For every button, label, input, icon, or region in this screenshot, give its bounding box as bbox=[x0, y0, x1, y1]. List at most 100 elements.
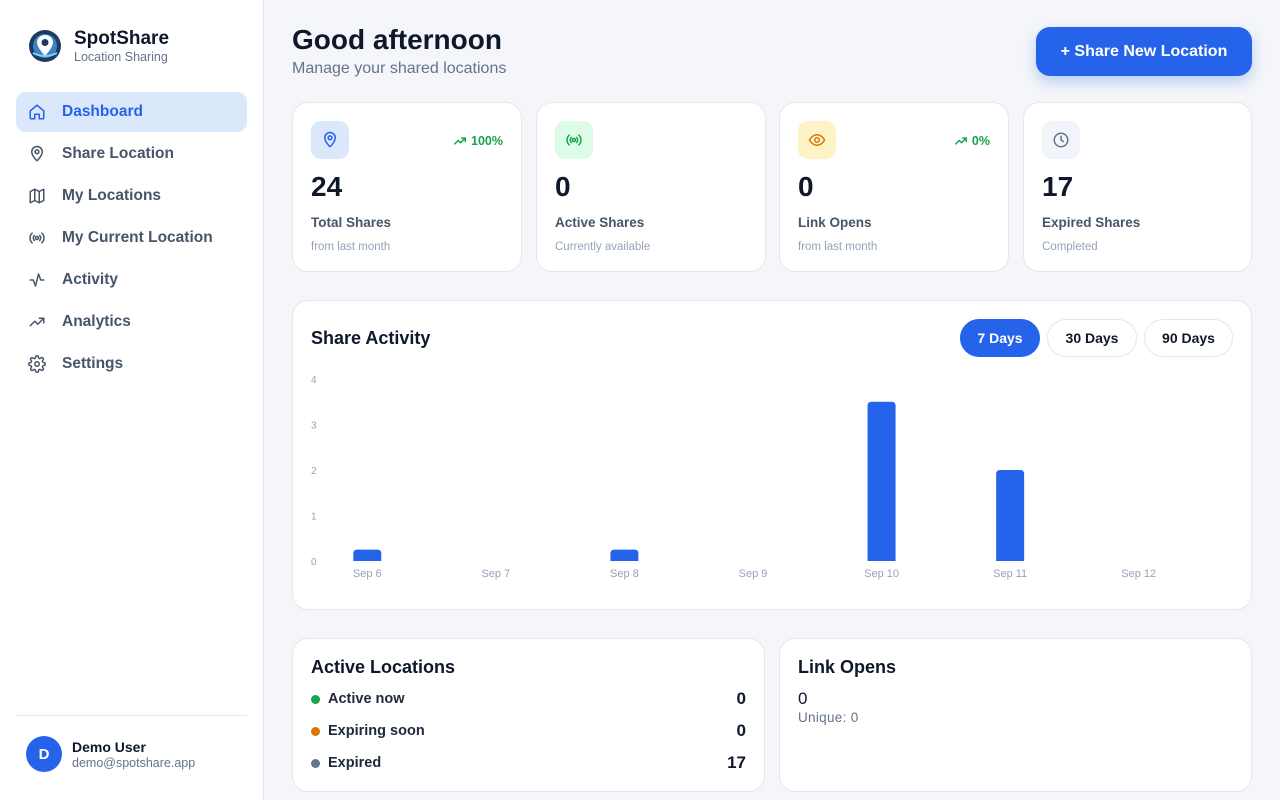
sidebar-divider bbox=[16, 715, 247, 716]
stat-card-total-shares: 100% 24 Total Shares from last month bbox=[292, 102, 522, 272]
sidebar-item-label: Share Location bbox=[62, 145, 174, 162]
clock-icon bbox=[1042, 121, 1080, 159]
stat-subtext: Completed bbox=[1042, 241, 1098, 253]
unique-label: Unique: bbox=[798, 710, 847, 725]
sidebar-nav: Dashboard Share Location My Locations My… bbox=[16, 92, 247, 386]
user-name: Demo User bbox=[72, 738, 146, 755]
broadcast-icon bbox=[28, 229, 46, 247]
x-tick-label: Sep 7 bbox=[481, 568, 510, 580]
y-tick-label: 3 bbox=[311, 421, 317, 432]
sidebar-item-dashboard[interactable]: Dashboard bbox=[16, 92, 247, 132]
stat-card-link-opens: 0% 0 Link Opens from last month bbox=[779, 102, 1009, 272]
trend-value: 100% bbox=[471, 134, 503, 148]
status-dot bbox=[311, 726, 320, 736]
unique-opens: Unique: 0 bbox=[798, 710, 859, 725]
list-item-active-now: Active now 0 bbox=[311, 689, 746, 709]
stat-label: Active Shares bbox=[555, 215, 645, 230]
share-activity-chart: 0 1 2 3 4 Sep 6 Sep 7 Sep 8 Sep 9 Sep 10 Sep 11 Sep… bbox=[311, 375, 1156, 580]
list-item-expiring-soon: Expiring soon 0 bbox=[311, 721, 746, 741]
status-dot bbox=[311, 694, 320, 704]
map-pin-icon bbox=[311, 121, 349, 159]
stat-value: 0 bbox=[555, 171, 571, 202]
chart-bar[interactable] bbox=[996, 470, 1025, 561]
link-opens-card: Link Opens 0 Unique: 0 bbox=[779, 638, 1252, 792]
chart-bar[interactable] bbox=[610, 549, 639, 561]
map-pin-icon bbox=[28, 145, 46, 163]
chart-bar[interactable] bbox=[867, 401, 896, 561]
list-item-count: 0 bbox=[736, 721, 746, 740]
sidebar-item-my-locations[interactable]: My Locations bbox=[16, 176, 247, 216]
list-item-count: 17 bbox=[727, 753, 746, 772]
chart-bar[interactable] bbox=[353, 549, 382, 561]
x-tick-label: Sep 10 bbox=[864, 568, 899, 580]
sidebar-item-label: My Current Location bbox=[62, 229, 213, 246]
page-title: Good afternoon bbox=[292, 24, 502, 55]
broadcast-icon bbox=[555, 121, 593, 159]
link-opens-value: 0 bbox=[798, 689, 808, 708]
stat-value: 0 bbox=[798, 171, 814, 202]
stat-value: 24 bbox=[311, 171, 343, 202]
range-7-days-button[interactable]: 7 Days bbox=[960, 319, 1040, 357]
x-tick-label: Sep 12 bbox=[1121, 568, 1156, 580]
sidebar-item-share-location[interactable]: Share Location bbox=[16, 134, 247, 174]
stat-label: Expired Shares bbox=[1042, 215, 1141, 230]
x-tick-label: Sep 6 bbox=[353, 568, 382, 580]
x-tick-label: Sep 8 bbox=[610, 568, 639, 580]
app-tagline: Location Sharing bbox=[74, 50, 168, 64]
status-dot bbox=[311, 758, 320, 768]
share-activity-card: Share Activity 7 Days 30 Days 90 Days 0 1… bbox=[292, 300, 1252, 610]
page-subtitle: Manage your shared locations bbox=[292, 60, 507, 77]
x-tick-label: Sep 11 bbox=[993, 568, 1027, 580]
list-item-label: Expiring soon bbox=[328, 723, 425, 739]
app-name: SpotShare bbox=[74, 28, 170, 49]
trending-up-icon bbox=[454, 137, 466, 145]
map-icon bbox=[28, 187, 46, 205]
panel-title: Link Opens bbox=[798, 657, 897, 677]
y-tick-label: 4 bbox=[311, 375, 317, 386]
gear-icon bbox=[28, 355, 46, 373]
stat-label: Total Shares bbox=[311, 215, 392, 230]
sidebar-item-my-current-location[interactable]: My Current Location bbox=[16, 218, 247, 258]
avatar: D bbox=[26, 736, 62, 772]
y-tick-label: 1 bbox=[311, 512, 317, 523]
stat-value: 17 bbox=[1042, 171, 1074, 202]
list-item-label: Active now bbox=[328, 691, 405, 707]
list-item-expired: Expired 17 bbox=[311, 753, 746, 773]
stat-card-expired-shares: 17 Expired Shares Completed bbox=[1023, 102, 1252, 272]
stat-label: Link Opens bbox=[798, 215, 872, 230]
stat-subtext: Currently available bbox=[555, 241, 651, 253]
sidebar-item-label: Analytics bbox=[62, 313, 131, 330]
stat-subtext: from last month bbox=[798, 241, 878, 253]
list-item-count: 0 bbox=[736, 689, 746, 708]
activity-icon bbox=[28, 271, 46, 289]
user-profile[interactable]: D Demo User demo@spotshare.app bbox=[26, 736, 195, 772]
sidebar-item-label: Activity bbox=[62, 271, 118, 288]
y-tick-label: 2 bbox=[311, 466, 317, 477]
eye-icon bbox=[798, 121, 836, 159]
stat-card-active-shares: 0 Active Shares Currently available bbox=[536, 102, 766, 272]
unique-value: 0 bbox=[850, 710, 859, 725]
trend-badge: 0% bbox=[954, 134, 990, 148]
stat-subtext: from last month bbox=[311, 241, 391, 253]
share-new-location-button[interactable]: + Share New Location bbox=[1036, 27, 1252, 76]
brand[interactable]: SpotShare Location Sharing bbox=[28, 28, 169, 64]
user-email: demo@spotshare.app bbox=[72, 755, 196, 770]
panel-title: Active Locations bbox=[311, 657, 456, 677]
range-90-days-button[interactable]: 90 Days bbox=[1144, 319, 1233, 357]
chart-title: Share Activity bbox=[311, 328, 431, 348]
spotshare-logo-icon bbox=[29, 30, 61, 62]
sidebar-item-analytics[interactable]: Analytics bbox=[16, 302, 247, 342]
sidebar-item-label: Dashboard bbox=[62, 103, 143, 120]
active-locations-card: Active Locations Active now 0 Expiring s… bbox=[292, 638, 765, 792]
y-tick-label: 0 bbox=[311, 557, 317, 568]
list-item-label: Expired bbox=[328, 755, 382, 771]
home-icon bbox=[28, 103, 46, 121]
sidebar-item-settings[interactable]: Settings bbox=[16, 344, 247, 384]
trending-up-icon bbox=[954, 137, 967, 145]
sidebar-item-label: My Locations bbox=[62, 187, 162, 204]
sidebar-item-activity[interactable]: Activity bbox=[16, 260, 247, 300]
range-30-days-button[interactable]: 30 Days bbox=[1047, 319, 1137, 357]
x-tick-label: Sep 9 bbox=[739, 568, 768, 580]
sidebar: SpotShare Location Sharing Dashboard Sha… bbox=[0, 0, 264, 800]
sidebar-item-label: Settings bbox=[62, 355, 124, 372]
